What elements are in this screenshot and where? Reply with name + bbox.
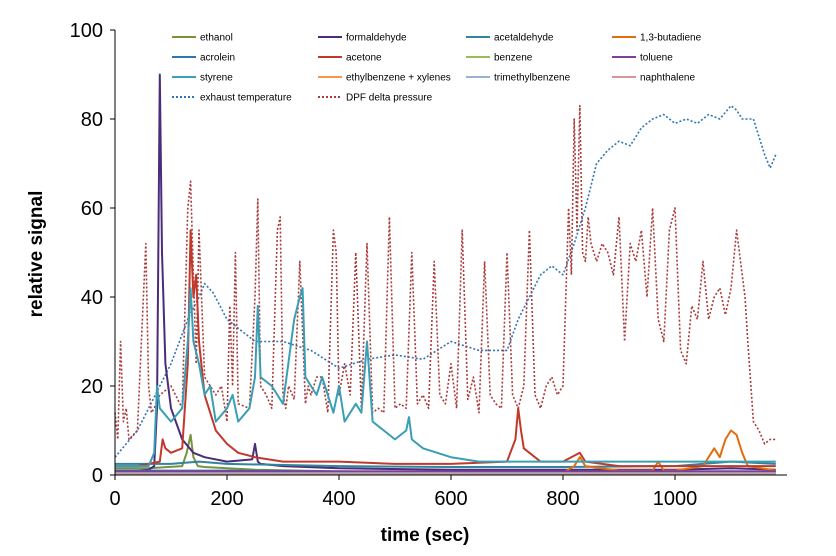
x-axis-title: time (sec)	[381, 525, 470, 546]
legend-label-exhaust-temperature: exhaust temperature	[200, 93, 292, 104]
series-layer	[114, 73, 777, 476]
x-tick-label: 200	[210, 488, 243, 510]
x-tick-label: 800	[546, 488, 579, 510]
legend-label-acrolein: acrolein	[200, 53, 235, 64]
y-tick-label: 60	[81, 198, 103, 220]
legend-label-toluene: toluene	[640, 53, 673, 64]
series-line-dpf-delta-pressure	[114, 104, 776, 445]
series-line-styrene	[115, 287, 776, 468]
x-tick-label: 400	[322, 488, 355, 510]
legend-label-naphthalene: naphthalene	[640, 73, 695, 84]
legend-label-trimethylbenzene: trimethylbenzene	[494, 73, 571, 84]
legend-label-benzene: benzene	[494, 53, 533, 64]
y-tick-label: 40	[81, 287, 103, 309]
x-tick-label: 1000	[653, 488, 698, 510]
series-line-acetone	[115, 229, 776, 468]
x-tick-label: 600	[434, 488, 467, 510]
legend-label-acetone: acetone	[346, 53, 382, 64]
x-tick-label: 0	[109, 488, 120, 510]
legend-label-ethylbenzene-xylenes: ethylbenzene + xylenes	[346, 73, 451, 84]
legend-label-formaldehyde: formaldehyde	[346, 33, 407, 44]
legend-label-acetaldehyde: acetaldehyde	[494, 33, 554, 44]
axes: 0 200 400 600 800 1000 0 20 40 60 80 100	[70, 20, 787, 510]
y-tick-label: 20	[81, 376, 103, 398]
legend-label-styrene: styrene	[200, 73, 233, 84]
series-line-acetaldehyde	[115, 460, 776, 468]
legend: ethanol formaldehyde acetaldehyde 1,3-butad…	[172, 33, 702, 104]
y-axis-title: relative signal	[26, 191, 47, 318]
series-line-exhaust-temperature	[114, 104, 777, 458]
legend-label-dpf-delta-pressure: DPF delta pressure	[346, 93, 433, 104]
y-tick-label: 80	[81, 109, 103, 131]
legend-label-1-3-butadiene: 1,3-butadiene	[640, 33, 702, 44]
x-axis-ticks: 0 200 400 600 800 1000	[109, 475, 697, 510]
y-tick-label: 0	[92, 465, 103, 487]
y-tick-label: 100	[70, 20, 103, 42]
y-axis-ticks: 0 20 40 60 80 100	[70, 20, 115, 487]
legend-label-ethanol: ethanol	[200, 33, 233, 44]
